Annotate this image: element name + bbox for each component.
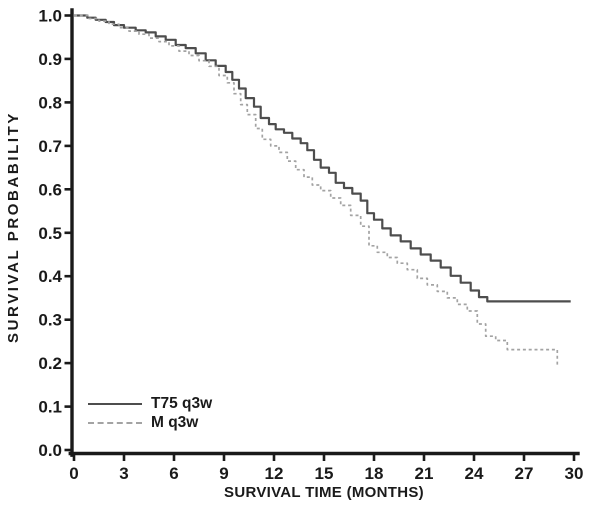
- y-tick-label: 0.0: [38, 441, 62, 460]
- y-tick-label: 0.7: [38, 137, 62, 156]
- legend-label-m-q3w: M q3w: [151, 413, 199, 431]
- x-tick-label: 6: [169, 464, 178, 483]
- x-tick-label: 24: [465, 464, 484, 483]
- m-q3w-line-sample-icon: [88, 421, 142, 424]
- m-q3w-curve: [74, 14, 559, 368]
- y-tick-label: 0.8: [38, 93, 62, 112]
- legend-item-t75-q3w: T75 q3w: [88, 394, 212, 413]
- y-tick-label: 1.0: [38, 7, 62, 26]
- y-tick-label: 0.4: [38, 267, 62, 286]
- x-tick-label: 30: [565, 464, 584, 483]
- y-axis-title: SURVIVAL PROBABILITY: [5, 110, 22, 343]
- t75-q3w-curve: [74, 14, 571, 303]
- x-tick-label: 18: [365, 464, 384, 483]
- x-tick-label: 12: [265, 464, 284, 483]
- y-tick-label: 0.2: [38, 354, 62, 373]
- y-tick-label: 0.9: [38, 50, 62, 69]
- x-tick-label: 21: [415, 464, 434, 483]
- x-tick-label: 3: [119, 464, 128, 483]
- y-tick-label: 0.3: [38, 311, 62, 330]
- x-tick-label: 15: [315, 464, 334, 483]
- x-tick-label: 27: [515, 464, 534, 483]
- x-tick-label: 9: [219, 464, 228, 483]
- legend: T75 q3w M q3w: [88, 394, 212, 432]
- y-tick-label: 0.1: [38, 398, 62, 417]
- x-tick-label: 0: [69, 464, 78, 483]
- legend-item-m-q3w: M q3w: [88, 413, 212, 432]
- legend-label-t75-q3w: T75 q3w: [151, 394, 213, 412]
- x-axis-title: SURVIVAL TIME (MONTHS): [224, 484, 424, 501]
- t75-q3w-line-sample-icon: [88, 402, 142, 405]
- y-tick-label: 0.5: [38, 224, 62, 243]
- y-tick-label: 0.6: [38, 180, 62, 199]
